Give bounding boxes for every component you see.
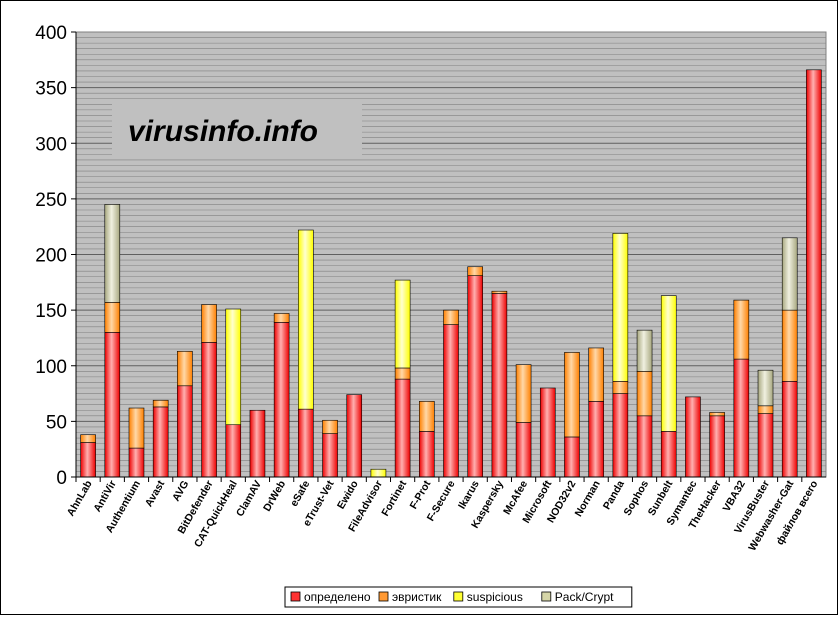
y-tick-label: 50 — [46, 412, 67, 433]
legend-label: suspicious — [467, 590, 523, 604]
bar-segment — [709, 412, 725, 417]
y-tick-label: 100 — [35, 357, 67, 378]
watermark-background — [112, 104, 362, 156]
bar-segment — [104, 332, 121, 478]
bar-segment — [636, 371, 653, 417]
y-axis: 0 50 100 150 200 250 300 350 400 — [35, 23, 77, 489]
bar-segment — [322, 419, 338, 434]
bar-segment — [322, 433, 338, 478]
bar-segment — [394, 279, 411, 369]
y-tick-label: 0 — [56, 468, 67, 489]
bar-segment — [177, 385, 193, 478]
bar-segment — [588, 401, 604, 478]
bar-segment — [273, 313, 290, 323]
bar-segment — [152, 406, 169, 478]
y-tick-label: 400 — [35, 23, 67, 44]
legend-label: Pack/Crypt — [555, 590, 614, 604]
bar-segment — [128, 407, 145, 449]
bar-segment — [467, 266, 483, 276]
bar-segment — [564, 436, 580, 478]
bars — [80, 69, 822, 478]
y-tick-label: 200 — [35, 246, 67, 267]
bar-segment — [757, 413, 774, 478]
legend-swatch — [541, 591, 552, 602]
bar-segment — [128, 447, 145, 478]
bar-segment — [781, 309, 798, 382]
bar-segment — [225, 424, 242, 478]
bar-segment — [515, 422, 532, 478]
bar-segment — [660, 431, 677, 478]
bar-segment — [201, 304, 217, 343]
bar-segment — [177, 350, 193, 387]
bar-segment — [80, 442, 96, 478]
bar-segment — [273, 322, 290, 478]
legend: определено эвристик suspicious Pack/Crypt — [284, 586, 633, 608]
legend-label: определено — [304, 590, 371, 604]
bar-segment — [443, 324, 459, 478]
y-tick-label: 300 — [35, 134, 67, 155]
legend-swatch — [453, 591, 464, 602]
bar-segment — [733, 299, 750, 360]
legend-swatch — [290, 591, 301, 602]
y-tick-label: 150 — [35, 301, 67, 322]
y-tick-label: 350 — [35, 79, 67, 100]
bar-segment — [298, 229, 314, 410]
bar-segment — [612, 393, 629, 478]
bar-segment — [588, 347, 604, 402]
bar-segment — [515, 364, 532, 423]
legend-label: эвристик — [392, 590, 442, 604]
bar-segment — [733, 358, 750, 478]
bar-segment — [781, 381, 798, 478]
bar-segment — [104, 204, 121, 303]
bar-segment — [394, 367, 411, 380]
bar-segment — [709, 415, 725, 478]
bar-segment — [491, 290, 508, 294]
bar-segment — [564, 352, 580, 438]
bar-segment — [152, 399, 169, 408]
bar-segment — [443, 309, 459, 325]
bar-segment — [757, 369, 774, 407]
bar-segment — [419, 401, 435, 432]
bar-segment — [80, 434, 96, 443]
bar-segment — [757, 405, 774, 414]
legend-swatch — [378, 591, 389, 602]
bar-segment — [612, 381, 629, 394]
bar-segment — [467, 275, 483, 478]
bar-segment — [636, 415, 653, 478]
watermark-text: virusinfo.info — [128, 115, 318, 148]
bar-segment — [298, 408, 314, 478]
bar-segment — [806, 69, 822, 478]
bar-segment — [104, 302, 121, 333]
bar-segment — [419, 431, 435, 478]
watermark-box: virusinfo.info — [112, 104, 362, 156]
bar-segment — [370, 468, 387, 478]
bar-segment — [685, 396, 701, 478]
bar-segment — [636, 329, 653, 372]
bar-segment — [201, 342, 217, 478]
bar-segment — [539, 387, 556, 478]
y-tick-label: 250 — [35, 190, 67, 211]
bar-segment — [346, 394, 363, 478]
bar-segment — [491, 293, 508, 478]
bar-segment — [249, 409, 266, 478]
bar-segment — [660, 295, 677, 432]
bar-segment — [225, 308, 242, 426]
bar-segment — [781, 237, 798, 311]
bar-segment — [612, 233, 629, 382]
bar-segment — [394, 378, 411, 478]
